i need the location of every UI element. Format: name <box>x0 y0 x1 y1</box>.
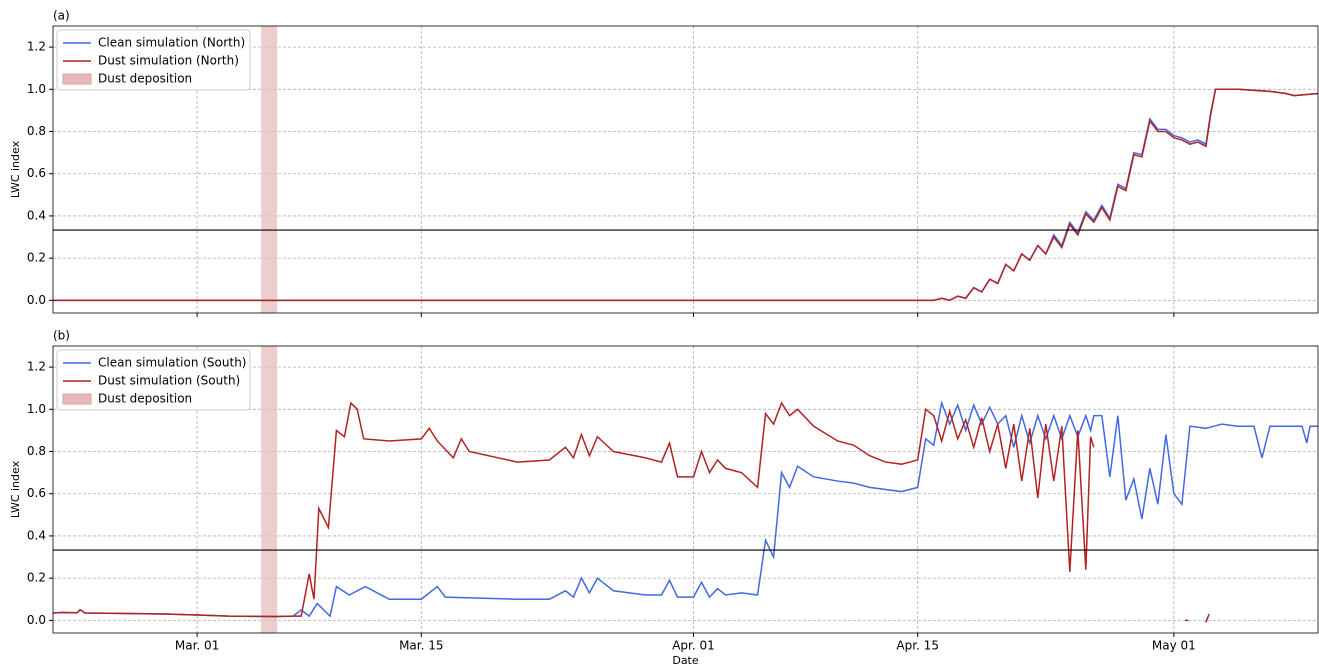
legend-label: Dust simulation (North) <box>98 54 239 68</box>
series-line <box>53 401 1095 618</box>
series-line <box>1205 613 1210 623</box>
y-tick-label: 1.2 <box>27 40 46 54</box>
dust-deposition-span <box>261 346 278 633</box>
legend-label: Dust simulation (South) <box>98 374 240 388</box>
legend-label: Clean simulation (North) <box>98 36 245 50</box>
dust-deposition-span <box>261 26 278 313</box>
legend-box <box>56 29 251 91</box>
series-line <box>53 88 1318 302</box>
legend-label: Dust deposition <box>98 392 192 406</box>
x-tick-label: Mar. 15 <box>399 639 443 653</box>
legend-label: Clean simulation (South) <box>98 356 246 370</box>
y-axis-label: LWC index <box>9 460 22 518</box>
x-tick-label: Apr. 01 <box>672 639 715 653</box>
y-tick-label: 0.4 <box>27 208 46 222</box>
y-tick-label: 0.8 <box>27 124 46 138</box>
y-tick-label: 0.6 <box>27 166 46 180</box>
panel-label: (b) <box>53 329 70 343</box>
y-axis-label: LWC index <box>9 140 22 198</box>
series-line <box>53 88 1318 302</box>
y-tick-label: 0.6 <box>27 486 46 500</box>
series-line <box>53 400 1318 618</box>
y-tick-label: 0.2 <box>27 571 46 585</box>
legend-patch <box>62 73 92 85</box>
x-tick-label: Mar. 01 <box>175 639 219 653</box>
y-tick-label: 0.8 <box>27 444 46 458</box>
y-tick-label: 0.2 <box>27 251 46 265</box>
y-tick-label: 1.0 <box>27 402 46 416</box>
legend-box <box>56 349 251 411</box>
y-tick-label: 0.0 <box>27 613 46 627</box>
legend-patch <box>62 393 92 405</box>
legend-label: Dust deposition <box>98 72 192 86</box>
axes-frame <box>52 345 1319 634</box>
panel-label: (a) <box>53 9 70 23</box>
y-tick-label: 0.0 <box>27 293 46 307</box>
y-tick-label: 1.0 <box>27 82 46 96</box>
x-tick-label: Apr. 15 <box>896 639 939 653</box>
x-axis-label: Date <box>672 654 699 666</box>
y-tick-label: 1.2 <box>27 360 46 374</box>
axes-frame <box>52 25 1319 314</box>
x-tick-label: May 01 <box>1152 639 1196 653</box>
y-tick-label: 0.4 <box>27 528 46 542</box>
